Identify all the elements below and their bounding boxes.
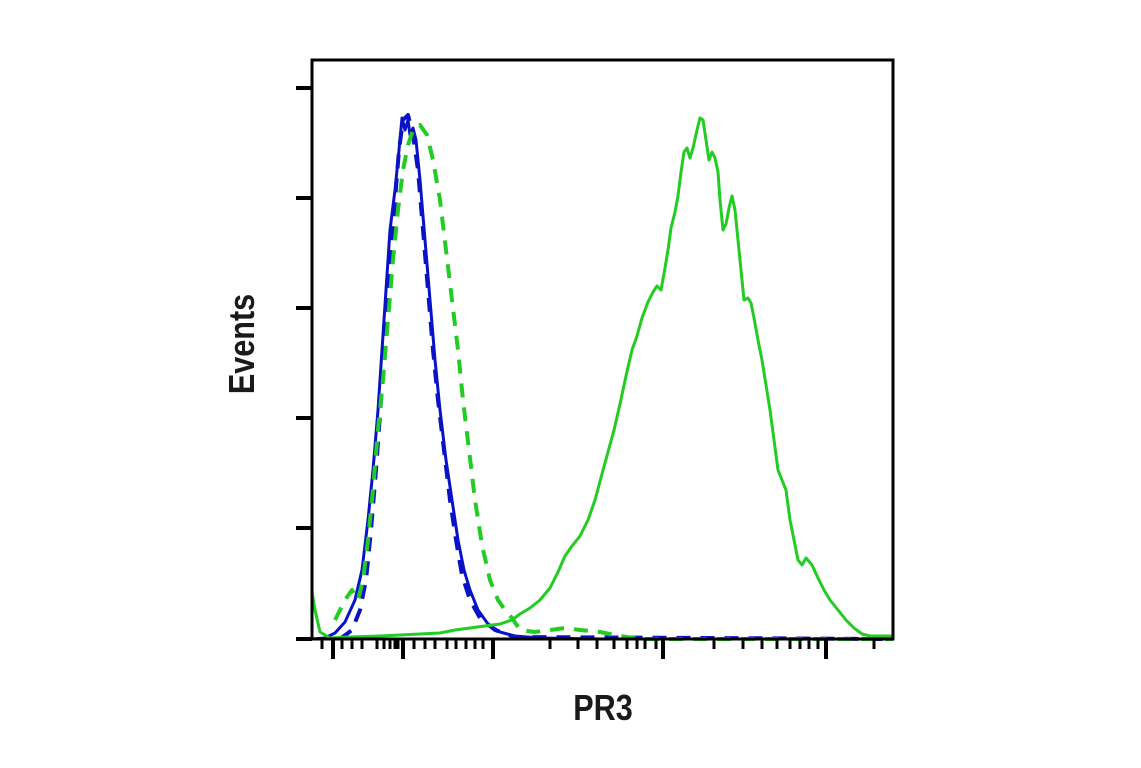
x-axis-label: PR3 [573,689,633,729]
y-axis-ticks [296,86,312,641]
series-layer [310,113,894,641]
plot-frame [310,58,895,641]
series-treated-solid [310,116,893,640]
series-treated-dashed [333,123,893,641]
x-axis-ticks [320,639,876,659]
y-axis-label: Events [223,294,263,394]
series-control-dashed [338,113,894,641]
